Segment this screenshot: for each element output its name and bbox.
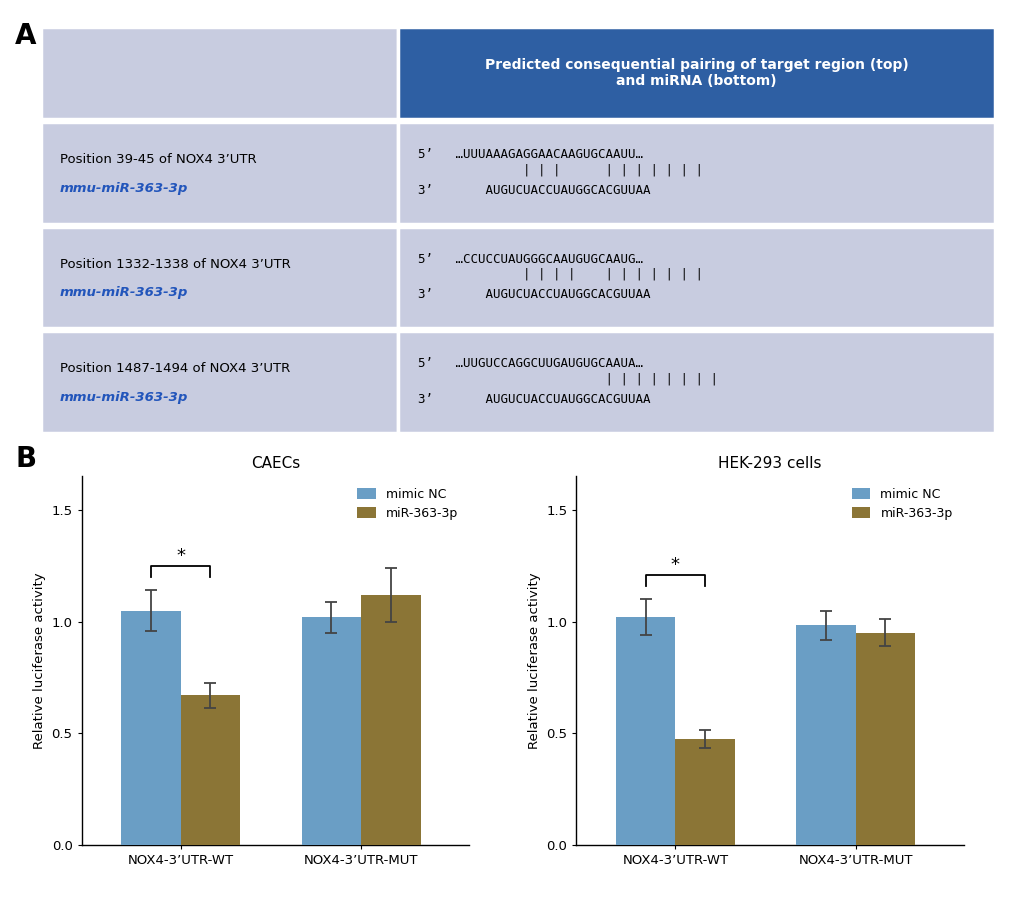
Title: CAECs: CAECs <box>251 456 300 471</box>
Bar <box>398 27 994 119</box>
Text: 3’       AUGUCUACCUAUGGCACGUUAA: 3’ AUGUCUACCUAUGGCACGUUAA <box>417 393 649 405</box>
Y-axis label: Relative luciferase activity: Relative luciferase activity <box>33 573 46 749</box>
Text: | | |      | | | | | | |: | | | | | | | | | | <box>417 164 702 176</box>
Text: B: B <box>15 445 37 473</box>
Bar <box>41 122 398 224</box>
Bar <box>398 227 994 328</box>
Bar <box>615 618 675 845</box>
Text: Position 1332-1338 of NOX4 3’UTR: Position 1332-1338 of NOX4 3’UTR <box>60 258 290 271</box>
Bar <box>302 618 361 845</box>
Bar <box>796 625 855 845</box>
Text: *: * <box>176 547 185 565</box>
Bar <box>361 595 420 845</box>
Text: mmu-miR-363-3p: mmu-miR-363-3p <box>60 391 189 404</box>
Text: 5’   …UUUAAAGAGGAACAAGUGCAAUU…: 5’ …UUUAAAGAGGAACAAGUGCAAUU… <box>417 148 642 161</box>
Bar <box>121 610 180 845</box>
Text: *: * <box>671 556 680 574</box>
Bar <box>41 27 398 119</box>
Text: Position 39-45 of NOX4 3’UTR: Position 39-45 of NOX4 3’UTR <box>60 153 256 166</box>
Text: Position 1487-1494 of NOX4 3’UTR: Position 1487-1494 of NOX4 3’UTR <box>60 362 289 376</box>
Text: 5’   …CCUCCUAUGGGCAAUGUGCAAUG…: 5’ …CCUCCUAUGGGCAAUGUGCAAUG… <box>417 253 642 266</box>
Text: 3’       AUGUCUACCUAUGGCACGUUAA: 3’ AUGUCUACCUAUGGCACGUUAA <box>417 289 649 301</box>
Text: mmu-miR-363-3p: mmu-miR-363-3p <box>60 286 189 299</box>
Bar <box>180 696 240 845</box>
Text: 5’   …UUGUCCAGGCUUGAUGUGCAAUA…: 5’ …UUGUCCAGGCUUGAUGUGCAAUA… <box>417 358 642 370</box>
Bar <box>675 739 735 845</box>
Bar <box>855 633 914 845</box>
Y-axis label: Relative luciferase activity: Relative luciferase activity <box>527 573 540 749</box>
Legend: mimic NC, miR-363-3p: mimic NC, miR-363-3p <box>846 483 957 525</box>
Bar <box>398 122 994 224</box>
Text: | | | |    | | | | | | |: | | | | | | | | | | | <box>417 268 702 281</box>
Text: 3’       AUGUCUACCUAUGGCACGUUAA: 3’ AUGUCUACCUAUGGCACGUUAA <box>417 183 649 197</box>
Text: mmu-miR-363-3p: mmu-miR-363-3p <box>60 182 189 194</box>
Bar <box>41 227 398 328</box>
Text: | | | | | | | |: | | | | | | | | <box>417 372 716 386</box>
Title: HEK-293 cells: HEK-293 cells <box>717 456 821 471</box>
Legend: mimic NC, miR-363-3p: mimic NC, miR-363-3p <box>352 483 463 525</box>
Bar <box>398 332 994 432</box>
Text: A: A <box>15 22 37 50</box>
Bar <box>41 332 398 432</box>
Text: Predicted consequential pairing of target region (top)
and miRNA (bottom): Predicted consequential pairing of targe… <box>484 58 908 88</box>
